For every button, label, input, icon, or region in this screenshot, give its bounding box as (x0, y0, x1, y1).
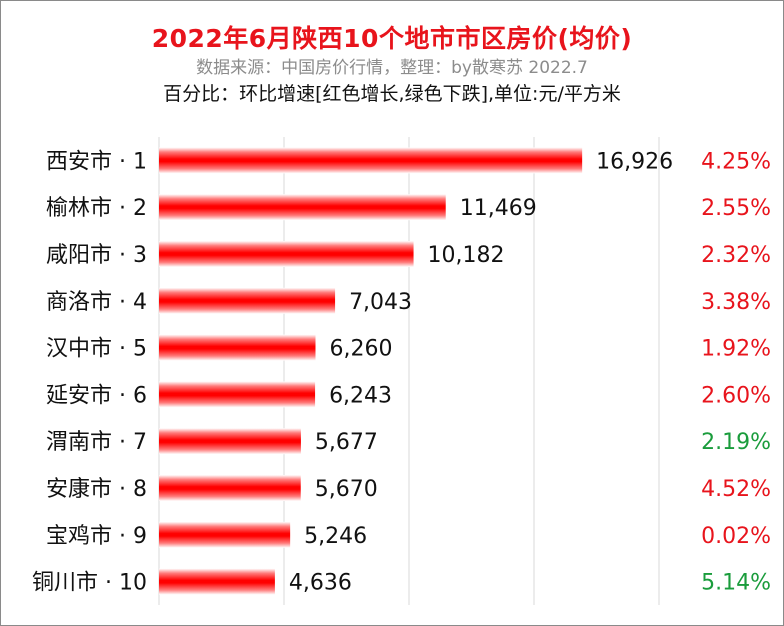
growth-label: 2.19% (701, 430, 771, 455)
growth-label: 4.25% (701, 149, 771, 174)
value-label: 5,677 (315, 430, 378, 455)
category-label: 延安市 · 6 (46, 383, 147, 408)
growth-label: 2.32% (701, 243, 771, 268)
category-label: 渭南市 · 7 (46, 430, 147, 455)
bar (159, 428, 301, 455)
growth-label: 1.92% (701, 337, 771, 362)
category-label: 西安市 · 1 (46, 149, 147, 174)
bar (159, 147, 583, 174)
bar (159, 241, 414, 267)
bar (159, 568, 275, 595)
growth-label: 2.60% (701, 383, 771, 408)
value-label: 5,246 (304, 524, 367, 549)
category-label: 汉中市 · 5 (46, 337, 147, 362)
growth-label: 3.38% (701, 290, 771, 315)
value-label: 4,636 (289, 571, 352, 596)
bar (159, 287, 336, 314)
category-label: 宝鸡市 · 9 (46, 524, 147, 549)
value-label: 6,243 (329, 383, 392, 408)
value-label: 6,260 (330, 337, 393, 362)
chart-subtitle: 数据来源：中国房价行情，整理：by散寒苏 2022.7 (196, 58, 588, 78)
value-label: 16,926 (596, 149, 673, 174)
value-label: 11,469 (460, 196, 537, 221)
growth-label: 4.52% (701, 477, 771, 502)
bar (159, 475, 301, 501)
bar (159, 334, 316, 361)
category-label: 安康市 · 8 (46, 477, 147, 502)
growth-label: 2.55% (701, 196, 771, 221)
growth-label: 0.02% (701, 524, 771, 549)
category-label: 咸阳市 · 3 (46, 243, 147, 268)
bar (159, 194, 446, 221)
growth-label: 5.14% (701, 571, 771, 596)
value-label: 7,043 (349, 290, 412, 315)
category-label: 铜川市 · 10 (32, 571, 147, 596)
category-label: 商洛市 · 4 (46, 290, 147, 315)
bar (159, 381, 316, 408)
chart-title: 2022年6月陕西10个地市市区房价(均价) (151, 24, 633, 53)
bar (159, 521, 291, 548)
chart-note: 百分比：环比增速[红色增长,绿色下跌],单位:元/平方米 (163, 83, 621, 105)
value-label: 10,182 (428, 243, 505, 268)
category-label: 榆林市 · 2 (46, 196, 147, 221)
value-label: 5,670 (315, 477, 378, 502)
